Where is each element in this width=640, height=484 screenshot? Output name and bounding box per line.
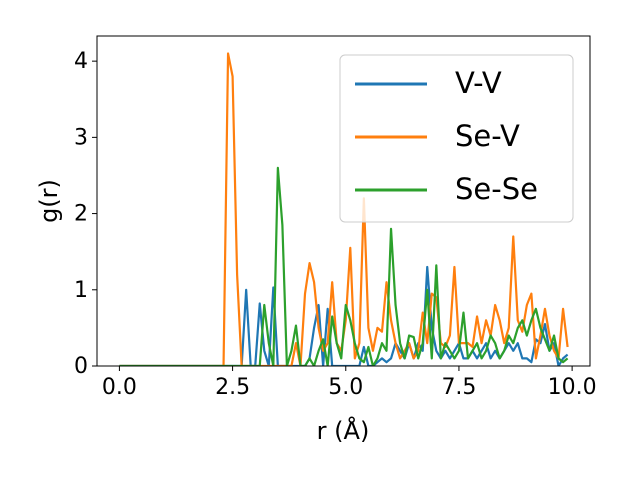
- series-line: [119, 166, 569, 366]
- x-tick-label: 2.5: [215, 375, 250, 400]
- y-tick-label: 2: [74, 202, 88, 227]
- y-tick-label: 1: [74, 278, 88, 303]
- x-tick-label: 5.0: [328, 375, 363, 400]
- x-tick-label: 7.5: [441, 375, 476, 400]
- legend-label: Se-Se: [455, 172, 538, 206]
- series-line: [119, 265, 569, 366]
- y-tick-label: 0: [74, 354, 88, 379]
- legend-box: [339, 54, 574, 223]
- x-tick-label: 10.0: [548, 375, 597, 400]
- y-axis-label: g(r): [35, 179, 63, 223]
- legend-label: V-V: [455, 66, 502, 100]
- legend-label: Se-V: [455, 119, 520, 153]
- x-axis-label: r (Å): [317, 416, 370, 445]
- y-tick-label: 4: [74, 49, 88, 74]
- y-tick-label: 3: [74, 125, 88, 150]
- plot-frame: [96, 35, 591, 367]
- x-tick-label: 0.0: [102, 375, 137, 400]
